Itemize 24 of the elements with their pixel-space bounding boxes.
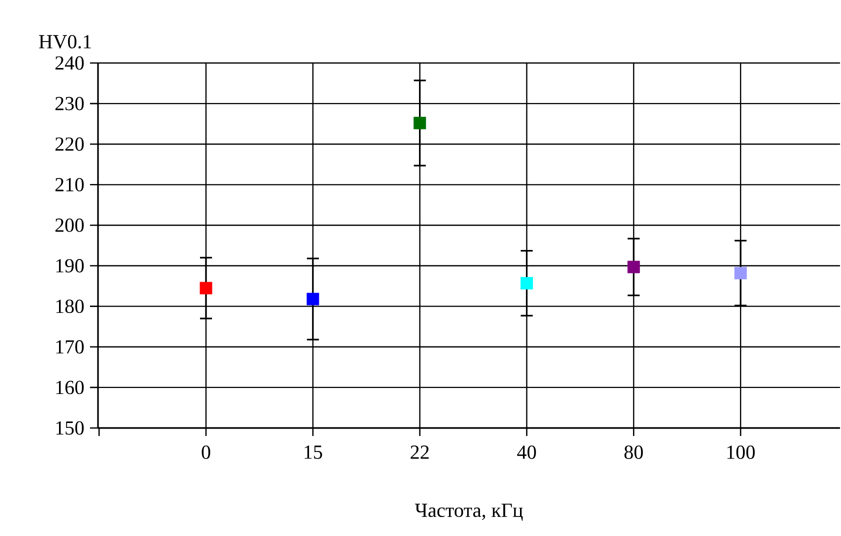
y-tick-label: 170: [56, 340, 84, 354]
point: [734, 266, 747, 280]
y-tick-label: 200: [55, 218, 84, 232]
x-tick-label: 0: [202, 446, 210, 459]
point: [414, 116, 426, 130]
x-tick-label: 100: [727, 446, 755, 459]
x-tick-label: 80: [624, 446, 643, 459]
point: [306, 292, 320, 306]
y-axis-title: HV0.1: [39, 34, 91, 49]
y-tick-label: 160: [56, 380, 84, 394]
point: [520, 277, 533, 290]
x-tick-label: 15: [304, 446, 322, 459]
y-tick-label: 180: [56, 300, 84, 314]
x-tick-label: 22: [410, 446, 429, 459]
point: [627, 260, 640, 274]
x-axis-title: Частота, кГц: [415, 504, 523, 521]
y-tick-label: 190: [56, 259, 84, 272]
x-tick-label: 40: [517, 446, 536, 459]
y-tick-label: 230: [55, 96, 84, 110]
y-tick-label: 220: [55, 137, 84, 151]
y-tick-label: 210: [55, 178, 84, 192]
point: [200, 282, 212, 294]
y-tick-label: 240: [55, 56, 84, 70]
y-tick-label: 150: [56, 421, 84, 435]
